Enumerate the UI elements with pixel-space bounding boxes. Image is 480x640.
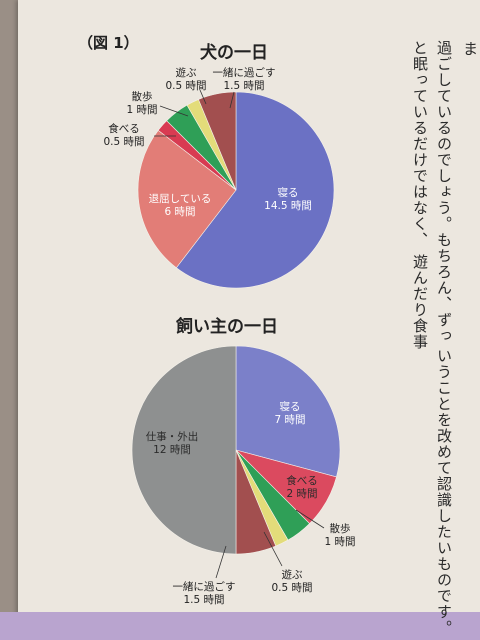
chart-title-owner: 飼い主の一日: [176, 317, 278, 337]
slice-label-owner-3: 遊ぶ 0.5 時間: [271, 568, 312, 594]
leader-line-owner-2: [295, 509, 325, 529]
slice-label-dog-1: 退屈している 6 時間: [149, 193, 212, 218]
slice-label-dog-0: 寝る 14.5 時間: [264, 186, 312, 212]
leader-line-dog-3: [159, 105, 189, 117]
slice-label-owner-4: 一緒に過ごす 1.5 時間: [172, 580, 235, 606]
slice-label-dog-4: 遊ぶ 0.5 時間: [165, 66, 206, 92]
body-text-column: 過ごしているのでしょう。もちろん、ずっ: [435, 40, 453, 344]
slice-label-dog-3: 散歩 1 時間: [126, 90, 157, 116]
body-text-fragment: ま: [462, 40, 478, 58]
slice-label-dog-2: 食べる 0.5 時間: [103, 122, 144, 148]
slice-label-owner-5: 仕事・外出 12 時間: [146, 430, 199, 456]
pie-slice-owner-5: [131, 345, 237, 555]
slice-label-owner-2: 散歩 1 時間: [324, 522, 355, 548]
leader-line-dog-4: [199, 89, 207, 105]
leader-line-owner-4: [215, 545, 227, 579]
figure-label: （図 1）: [78, 34, 139, 52]
body-text-column: いうことを改めて認識したいものです。: [435, 348, 453, 636]
bottom-strip: [0, 612, 480, 640]
pie-slice-dog-1: [137, 129, 237, 269]
leader-line-dog-5: [229, 91, 235, 109]
chart-title-dog: 犬の一日: [200, 43, 268, 63]
slice-label-owner-0: 寝る 7 時間: [274, 400, 305, 426]
leader-line-owner-3: [263, 531, 283, 567]
pie-slice-dog-5: [198, 91, 237, 191]
slice-label-dog-5: 一緒に過ごす 1.5 時間: [212, 66, 275, 92]
pie-slice-dog-0: [175, 91, 335, 289]
body-text-column: と眠っているだけではなく、 遊んだり食事: [411, 40, 429, 350]
slice-label-owner-1: 食べる 2 時間: [286, 474, 318, 500]
pie-slice-owner-0: [235, 345, 341, 478]
